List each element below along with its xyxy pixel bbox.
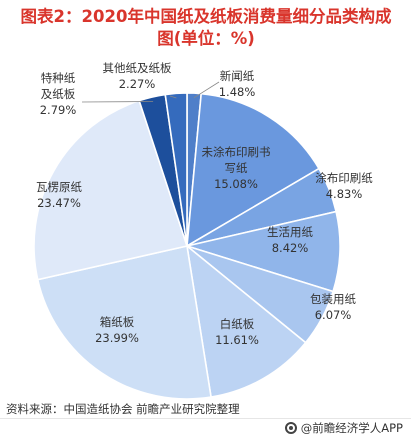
slice-name-label: 涂布印刷纸 <box>315 171 373 185</box>
slice-name-label: 生活用纸 <box>267 225 313 239</box>
pie-slice <box>164 92 188 247</box>
slice-name-label: 新闻纸 <box>220 69 255 83</box>
pie-slice <box>33 99 189 281</box>
slice-value-label: 6.07% <box>315 308 352 322</box>
slice-name-label: 其他纸及纸板 <box>103 61 172 75</box>
slice-value-label: 8.42% <box>272 241 309 255</box>
slice-value-label: 15.08% <box>214 177 258 191</box>
pie-slice <box>185 244 307 399</box>
slice-value-label: 1.48% <box>219 85 256 99</box>
slice-value-label: 23.47% <box>37 196 81 210</box>
source-note: 资料来源：中国造纸协会 前瞻产业研究院整理 <box>6 402 240 416</box>
label-leader-line <box>193 81 220 99</box>
slice-name-label: 及纸板 <box>41 87 76 101</box>
label-leader-line <box>81 101 154 103</box>
brand-logo-icon <box>284 422 297 434</box>
slice-name-label: 写纸 <box>225 161 248 175</box>
footer-divider <box>0 418 411 419</box>
pie-slice <box>186 92 321 248</box>
slice-value-label: 23.99% <box>95 331 139 345</box>
slice-name-label: 瓦楞原纸 <box>36 180 82 194</box>
chart-title: 图表2：2020年中国纸及纸板消费量细分品类构成图(单位：%) <box>20 7 392 48</box>
brand-credit: @前瞻经济学人APP <box>284 420 403 436</box>
slice-name-label: 包装用纸 <box>310 292 356 306</box>
slice-name-label: 特种纸 <box>41 71 76 85</box>
slice-name-label: 未涂布印刷书 <box>202 145 271 159</box>
slice-value-label: 4.83% <box>326 187 363 201</box>
slice-value-label: 2.27% <box>119 77 156 91</box>
slice-name-label: 箱纸板 <box>100 315 135 329</box>
brand-text: @前瞻经济学人APP <box>300 421 403 435</box>
slice-name-label: 白纸板 <box>220 317 255 331</box>
label-leader-line <box>169 95 177 99</box>
pie-slice <box>36 245 212 400</box>
slice-value-label: 2.79% <box>40 103 77 117</box>
slice-value-label: 11.61% <box>215 333 259 347</box>
